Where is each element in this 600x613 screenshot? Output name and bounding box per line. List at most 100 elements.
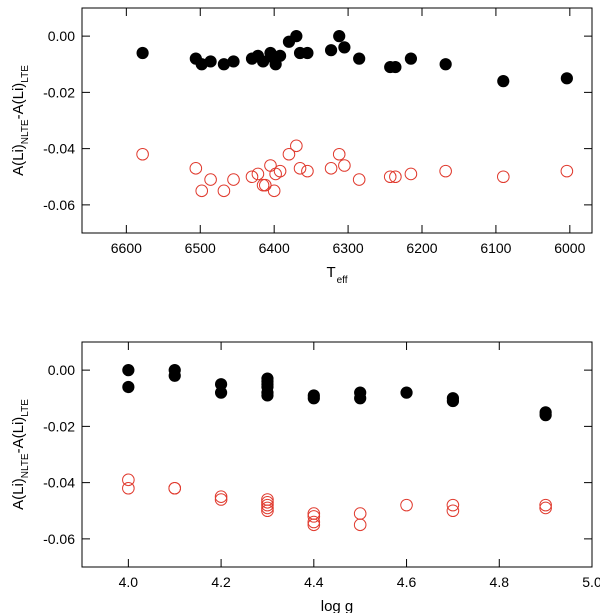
- data-point: [539, 501, 552, 515]
- x-tick-label: 4.8: [490, 574, 510, 590]
- x-tick-label: 6400: [259, 240, 290, 256]
- data-point: [251, 167, 265, 181]
- x-tick-label: 4.0: [119, 574, 139, 590]
- data-point: [214, 386, 228, 399]
- data-point: [324, 162, 338, 175]
- y-tick-label: -0.04: [43, 475, 75, 491]
- data-point: [273, 49, 287, 62]
- chart-panel-2: 4.0 4.2 4.4 4.6 4.8 5.0 0.00 -0.02 -0.04 -0.06 log…: [10, 341, 600, 613]
- data-point: [122, 364, 135, 377]
- data-point: [352, 173, 366, 186]
- data-point: [307, 510, 321, 523]
- data-point: [389, 60, 402, 74]
- data-point: [333, 30, 346, 43]
- data-point: [204, 55, 217, 68]
- data-point: [446, 504, 460, 518]
- y-tick-label: 0.00: [48, 28, 75, 44]
- data-point: [338, 159, 351, 172]
- x-tick-label: 6300: [333, 240, 364, 256]
- y-tick-label: -0.04: [43, 141, 75, 157]
- data-point: [217, 184, 231, 198]
- data-point: [290, 30, 303, 43]
- series-1: [122, 364, 552, 422]
- x-tick-label: 4.4: [304, 574, 324, 590]
- data-point: [439, 58, 452, 71]
- data-point: [301, 46, 314, 60]
- data-point: [227, 55, 240, 68]
- data-point: [446, 394, 460, 408]
- data-point: [227, 173, 240, 186]
- data-point: [136, 147, 149, 161]
- x-tick-label: 6100: [480, 240, 511, 256]
- data-point: [539, 498, 552, 512]
- x-axis-label: log g: [321, 598, 354, 613]
- data-point: [301, 164, 314, 178]
- data-point: [214, 490, 228, 503]
- data-point: [353, 518, 367, 532]
- y-tick-label: 0.00: [48, 362, 75, 378]
- series-2: [136, 139, 574, 198]
- data-point: [307, 515, 321, 529]
- data-point: [204, 173, 217, 186]
- y-axis-label: A(Li)NLTE-A(Li)LTE: [10, 399, 31, 510]
- plot-frame: [81, 7, 593, 234]
- data-point: [261, 496, 274, 509]
- x-tick-label: 6600: [111, 240, 142, 256]
- data-point: [261, 504, 274, 518]
- data-point: [446, 498, 460, 512]
- data-point: [353, 52, 366, 65]
- data-point: [353, 507, 367, 520]
- data-point: [261, 389, 274, 402]
- data-point: [269, 167, 282, 181]
- data-point: [267, 184, 281, 198]
- y-tick-label: -0.06: [43, 197, 75, 213]
- data-point: [354, 392, 367, 405]
- data-point: [497, 170, 510, 184]
- data-point: [136, 46, 149, 60]
- data-point: [560, 164, 574, 178]
- data-point: [307, 518, 321, 532]
- data-point: [259, 178, 272, 192]
- data-point: [261, 498, 274, 512]
- x-axis-label: Teff: [326, 264, 347, 286]
- data-point: [273, 164, 287, 178]
- y-axis-label: A(Li)NLTE-A(Li)LTE: [10, 65, 31, 176]
- data-point: [245, 170, 259, 184]
- data-point: [122, 380, 135, 394]
- chart-panel-1: 6600 6500 6400 6300 6200 6100 6000 0.00 -0.02 -0.…: [10, 7, 593, 286]
- plot-frame: [81, 341, 593, 568]
- y-tick-label: -0.02: [43, 418, 75, 434]
- data-point: [404, 52, 418, 65]
- data-point: [307, 392, 320, 405]
- data-point: [168, 481, 182, 495]
- data-point: [290, 139, 303, 153]
- data-point: [497, 75, 510, 88]
- data-point: [389, 170, 402, 184]
- data-point: [168, 369, 181, 382]
- data-point: [214, 493, 228, 506]
- data-point: [560, 72, 573, 85]
- data-point: [332, 147, 346, 161]
- data-point: [195, 184, 209, 198]
- x-tick-label: 6000: [554, 240, 585, 256]
- data-point: [282, 147, 296, 161]
- data-point: [324, 44, 338, 57]
- y-tick-label: -0.02: [43, 84, 75, 100]
- data-point: [256, 55, 270, 68]
- data-point: [400, 386, 413, 399]
- data-point: [539, 409, 552, 422]
- series-1: [136, 30, 573, 88]
- data-point: [122, 481, 135, 495]
- x-tick-label: 6200: [406, 240, 437, 256]
- data-point: [261, 501, 274, 515]
- data-point: [338, 41, 351, 54]
- data-point: [404, 167, 418, 181]
- x-tick-label: 4.2: [211, 574, 231, 590]
- y-tick-label: -0.06: [43, 531, 75, 547]
- x-tick-label: 6500: [185, 240, 216, 256]
- data-point: [383, 170, 397, 184]
- x-tick-label: 4.6: [397, 574, 417, 590]
- data-point: [122, 473, 135, 487]
- data-point: [293, 162, 307, 175]
